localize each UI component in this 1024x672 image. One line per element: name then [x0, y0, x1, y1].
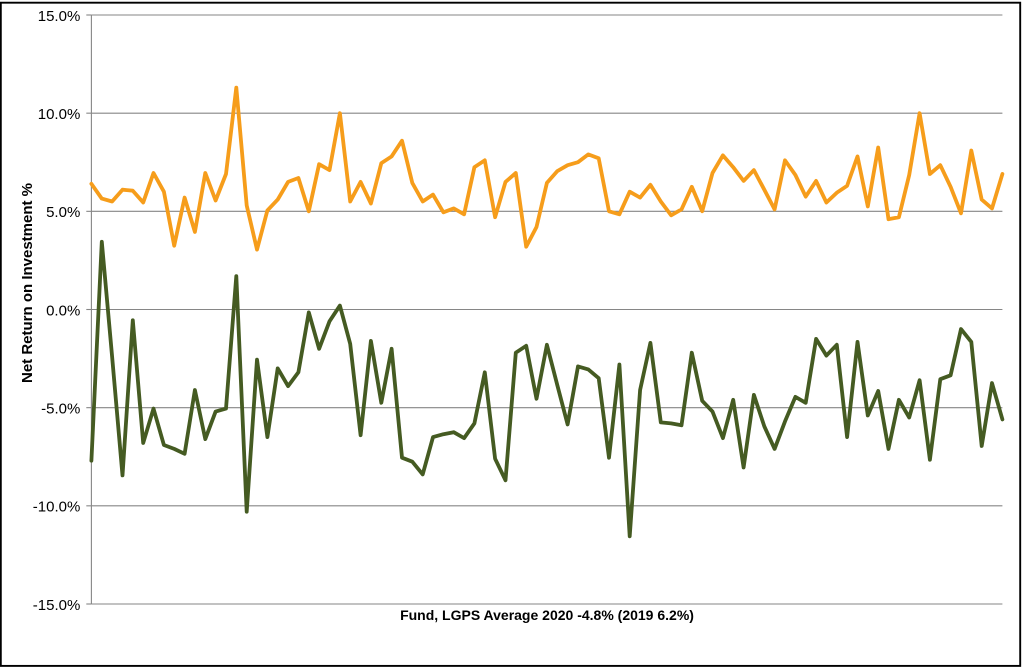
svg-text:-15.0%: -15.0% — [33, 597, 81, 614]
svg-text:0.0%: 0.0% — [46, 302, 80, 319]
svg-text:5.0%: 5.0% — [46, 204, 80, 221]
svg-text:Fund, LGPS Average 2020 -4.8%: Fund, LGPS Average 2020 -4.8% (2019 6.2%… — [400, 607, 694, 623]
svg-text:10.0%: 10.0% — [38, 106, 81, 123]
svg-text:-5.0%: -5.0% — [41, 400, 80, 417]
svg-text:-10.0%: -10.0% — [33, 499, 81, 516]
svg-text:Net Return on Investment %: Net Return on Investment % — [19, 183, 36, 383]
svg-text:15.0%: 15.0% — [38, 8, 81, 25]
